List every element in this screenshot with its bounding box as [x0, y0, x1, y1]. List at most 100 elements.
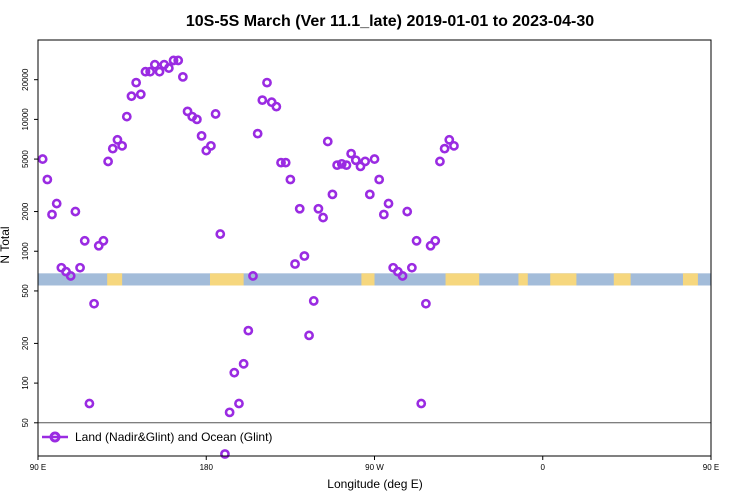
data-point — [89, 298, 99, 309]
data-point — [346, 148, 357, 159]
data-point — [280, 157, 291, 168]
land-segment — [107, 273, 123, 286]
data-point — [421, 298, 431, 309]
data-point — [121, 111, 132, 122]
data-point — [271, 101, 282, 112]
x-tick-label: 0 — [541, 463, 546, 472]
x-tick-label: 90 E — [703, 463, 719, 472]
y-tick-label: 20000 — [21, 68, 30, 91]
data-point — [215, 229, 226, 239]
y-tick-label: 100 — [21, 376, 30, 390]
data-point — [332, 160, 343, 171]
land-segment — [613, 273, 631, 286]
data-point — [65, 271, 76, 281]
data-point — [163, 63, 174, 73]
data-point — [229, 367, 240, 378]
data-point — [75, 262, 85, 273]
data-point — [220, 449, 230, 459]
data-point — [154, 66, 165, 77]
data-point — [70, 206, 81, 217]
data-point — [98, 235, 109, 246]
data-point — [327, 189, 338, 200]
data-point — [397, 271, 408, 281]
data-point — [149, 59, 160, 70]
y-tick-label: 2000 — [21, 202, 30, 220]
data-point — [168, 55, 179, 66]
land-segment — [682, 273, 698, 286]
x-tick-label: 90 W — [365, 463, 384, 472]
data-point — [210, 109, 221, 119]
y-tick-label: 10000 — [21, 108, 30, 131]
data-point — [378, 209, 389, 220]
legend-entry-label: Land (Nadir&Glint) and Ocean (Glint) — [75, 430, 272, 444]
data-point — [299, 251, 310, 261]
data-point — [103, 156, 114, 167]
land-ocean-strip — [38, 273, 711, 286]
data-point — [318, 212, 328, 223]
data-point — [341, 160, 352, 171]
data-point — [350, 155, 361, 166]
plot-frame — [37, 39, 712, 457]
data-point — [336, 158, 347, 169]
data-point — [322, 136, 333, 147]
data-point — [192, 114, 202, 125]
data-point — [47, 209, 57, 220]
data-point — [444, 134, 455, 145]
x-axis-label: Longitude (deg E) — [327, 477, 422, 491]
legend: Land (Nadir&Glint) and Ocean (Glint) — [42, 430, 272, 444]
data-point — [177, 71, 188, 82]
y-tick-label: 5000 — [21, 150, 30, 168]
data-point — [243, 325, 254, 336]
data-point — [402, 206, 413, 217]
land-segment — [550, 273, 577, 286]
data-point — [37, 154, 48, 164]
data-point — [79, 235, 90, 246]
data-point — [140, 66, 151, 77]
data-point — [206, 140, 216, 151]
data-point — [364, 189, 375, 200]
data-point — [42, 174, 53, 185]
data-point — [308, 296, 319, 306]
data-point — [112, 134, 123, 145]
y-axis-label: N Total — [0, 226, 12, 263]
data-point — [369, 154, 380, 164]
data-point — [107, 143, 118, 154]
data-point — [238, 358, 249, 369]
data-point — [196, 130, 207, 141]
chart-title: 10S-5S March (Ver 11.1_late) 2019-01-01 … — [186, 13, 594, 30]
data-point — [406, 262, 417, 273]
data-point — [294, 203, 305, 214]
data-point — [285, 174, 296, 185]
y-tick-label: 200 — [21, 336, 30, 350]
data-point — [374, 174, 385, 185]
data-point — [182, 106, 193, 117]
data-point — [224, 407, 235, 418]
y-tick-label: 500 — [21, 284, 30, 298]
land-segment — [518, 273, 528, 286]
data-point — [304, 330, 314, 341]
land-segment — [209, 273, 244, 286]
x-tick-label: 180 — [200, 463, 214, 472]
y-tick-label: 1000 — [21, 242, 30, 260]
data-point — [51, 198, 62, 209]
land-segment — [445, 273, 480, 286]
axis-ticks: 50 100 200 500 1000 2000 5000 10000 20000 90 E 180… — [21, 68, 719, 472]
data-point — [173, 55, 184, 66]
data-point — [290, 259, 300, 269]
legend-marker-swatch — [49, 431, 61, 443]
y-tick-label: 50 — [21, 418, 30, 427]
data-point — [117, 140, 128, 151]
data-point — [145, 66, 156, 77]
data-point — [435, 156, 445, 167]
data-point — [411, 235, 422, 246]
data-point — [257, 95, 268, 106]
data-points — [37, 55, 459, 459]
data-point — [276, 157, 286, 168]
data-point — [416, 398, 427, 409]
data-point — [248, 271, 258, 281]
land-segment — [361, 273, 375, 286]
data-point — [262, 77, 272, 88]
data-point — [126, 91, 137, 102]
data-point — [131, 77, 142, 88]
